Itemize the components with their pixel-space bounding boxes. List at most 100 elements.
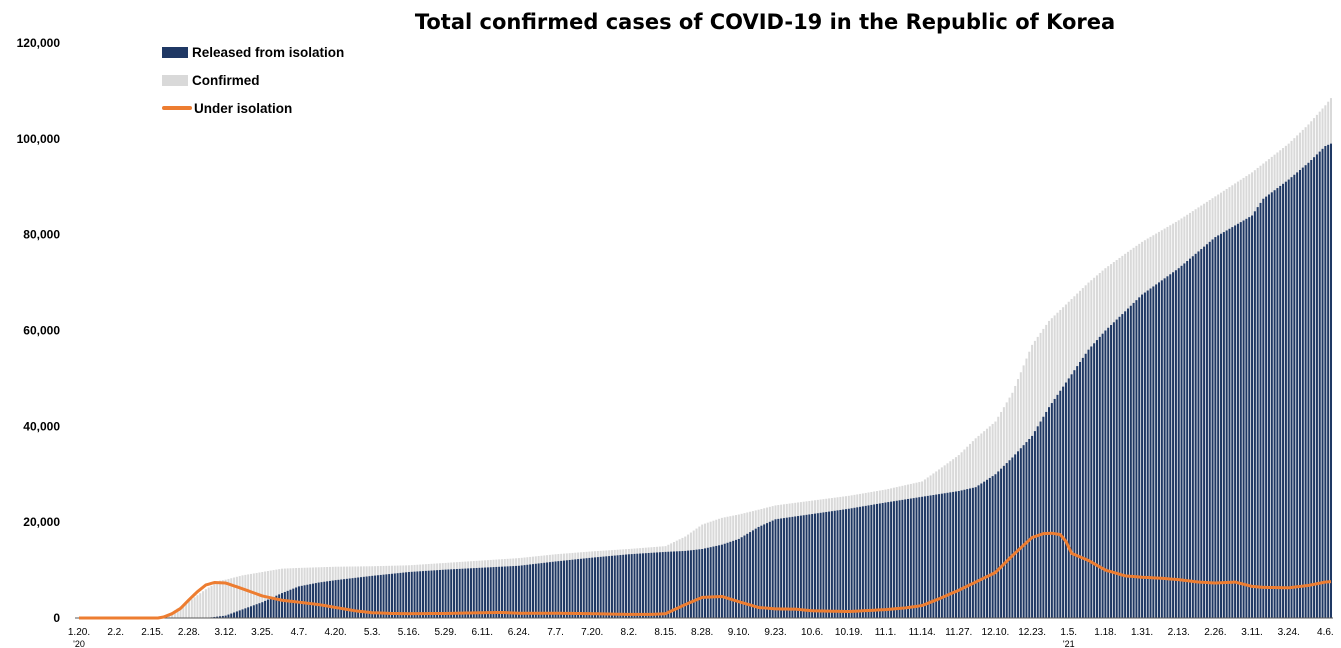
released-bar [467, 568, 470, 618]
released-bar [472, 568, 475, 618]
released-bar [712, 546, 715, 618]
released-bar [1121, 314, 1124, 618]
confirmed-bar [187, 601, 190, 618]
released-bar [794, 516, 797, 618]
x-tick-label: 3.25. [251, 627, 273, 638]
released-bar [980, 483, 983, 618]
x-tick-label: 2.26. [1204, 627, 1226, 638]
released-bar [825, 511, 828, 618]
released-bar [252, 605, 255, 618]
confirmed-bar [264, 571, 267, 618]
released-bar [1160, 280, 1163, 618]
confirmed-bar [218, 580, 222, 619]
released-bar [1112, 322, 1115, 618]
released-bar [478, 567, 481, 618]
released-bar [878, 503, 881, 618]
released-bar [1259, 202, 1262, 619]
released-bar [1211, 239, 1214, 618]
released-bar [1183, 263, 1186, 618]
released-bar [371, 575, 374, 618]
confirmed-bar [193, 597, 196, 618]
released-bar [892, 501, 895, 618]
x-tick-label: 9.23. [764, 627, 786, 638]
released-bar [763, 524, 766, 618]
released-bar [1129, 305, 1132, 618]
released-bar [819, 512, 822, 618]
released-bar [1157, 282, 1161, 618]
released-bar [1093, 343, 1096, 618]
released-bar [548, 562, 551, 618]
x-tick-label: 2.28. [178, 627, 200, 638]
released-bar [486, 567, 489, 618]
released-bar [977, 485, 980, 618]
released-bar [720, 544, 723, 618]
released-bar [399, 572, 402, 618]
x-tick-label: 11.14. [909, 627, 936, 638]
released-bar [331, 580, 334, 618]
released-bar [709, 547, 712, 618]
released-bar [1265, 196, 1268, 618]
confirmed-bar [196, 595, 199, 618]
released-bar [469, 568, 472, 618]
confirmed-bar [275, 569, 278, 618]
confirmed-bar [176, 608, 179, 618]
released-bar [484, 567, 487, 618]
released-bar [921, 496, 924, 618]
released-bar [568, 559, 571, 618]
released-bar [1220, 233, 1223, 618]
released-bar [1067, 378, 1070, 618]
released-bar [317, 582, 320, 618]
released-bar [1076, 366, 1079, 618]
released-bar [413, 571, 416, 618]
released-bar [644, 553, 647, 618]
released-bar [788, 517, 791, 618]
released-bar [940, 493, 943, 618]
released-bar [495, 566, 498, 618]
released-bar [912, 498, 915, 618]
released-bar [867, 505, 870, 618]
released-bar [1002, 465, 1005, 618]
released-bar [856, 507, 859, 618]
released-bar [1045, 411, 1048, 618]
released-bar [1329, 143, 1333, 619]
released-bar [574, 559, 577, 618]
released-bar [706, 547, 709, 618]
released-bar [599, 556, 602, 618]
x-tick-year-label: '21 [1063, 639, 1075, 648]
released-bar [393, 573, 396, 618]
released-bar [390, 573, 394, 618]
released-bar [557, 561, 560, 618]
released-bar [309, 584, 312, 618]
x-tick-year-label: '20 [73, 639, 85, 648]
released-bar [1186, 261, 1189, 618]
released-bar [757, 526, 760, 618]
released-bar [1174, 270, 1177, 618]
released-bar [407, 572, 410, 618]
released-bar [907, 498, 910, 618]
x-tick-label: 2.2. [107, 627, 124, 638]
released-bar [241, 609, 244, 619]
released-bar [954, 491, 957, 618]
released-bar [534, 563, 537, 618]
confirmed-bar [199, 593, 202, 618]
confirmed-bar [244, 574, 247, 619]
released-bar [1172, 272, 1175, 618]
released-bar [433, 570, 436, 618]
x-tick-label: 5.3. [364, 627, 381, 638]
confirmed-bar [233, 577, 236, 618]
x-tick-label: 8.28. [691, 627, 713, 638]
released-bar [946, 492, 949, 618]
legend-item-under-isolation: Under isolation [162, 94, 344, 122]
released-bar [1228, 228, 1231, 618]
released-bar [292, 588, 295, 618]
released-bar [740, 537, 743, 618]
released-bar [842, 509, 845, 618]
released-bar [1053, 398, 1056, 618]
released-bar [971, 487, 974, 618]
released-bar [1031, 435, 1034, 618]
released-bar [616, 555, 619, 618]
released-bar [249, 606, 253, 618]
released-bar [1188, 258, 1192, 619]
confirmed-bar [202, 591, 205, 618]
